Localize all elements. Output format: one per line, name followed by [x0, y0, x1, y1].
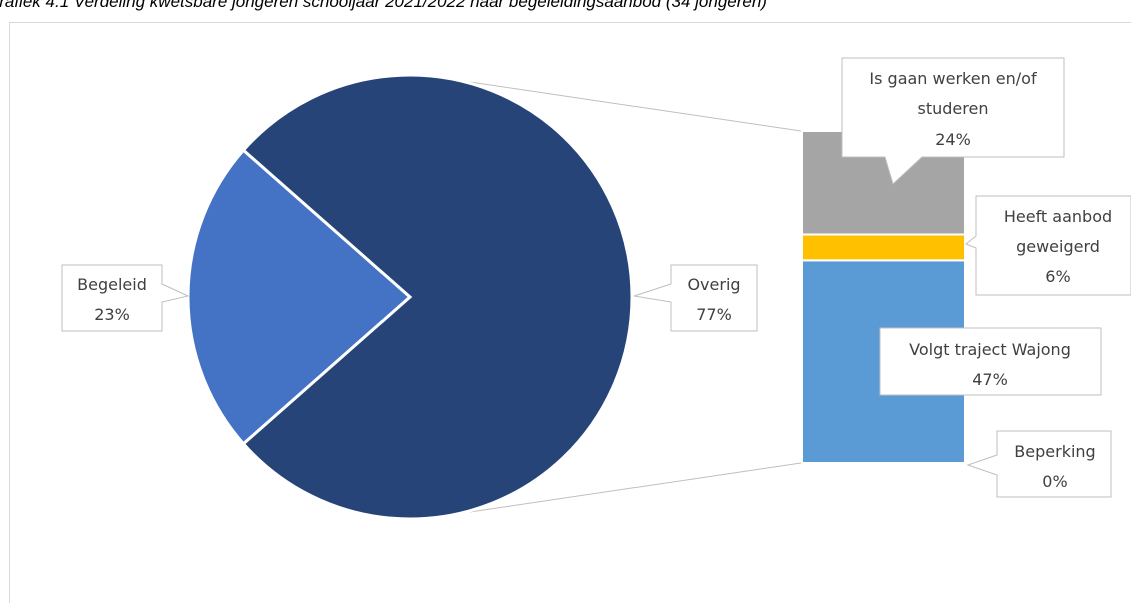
chart-area — [9, 22, 1131, 603]
callout-geweigerd: Heeft aanbod geweigerd 6% — [965, 195, 1131, 296]
label-werken-name-line2: studeren — [918, 99, 989, 118]
pie-slice-begeleid — [186, 148, 413, 446]
callout-werken-studeren: Is gaan werken en/of studeren 24% — [841, 57, 1065, 185]
callout-begeleid: Begeleid 23% — [61, 264, 190, 332]
bar-of-pie-chart: Begeleid 23% Overig 77% Is gaan werken e… — [61, 57, 1131, 521]
label-geweigerd-name-line2: geweigerd — [1016, 237, 1100, 256]
callout-beperking: Beperking 0% — [966, 430, 1112, 498]
label-wajong-value: 47% — [972, 370, 1008, 389]
callout-wajong: Volgt traject Wajong 47% — [879, 327, 1102, 396]
connector-line-bottom — [469, 462, 802, 513]
bar-segment-geweigerd — [801, 233, 966, 262]
label-begeleid-value: 23% — [94, 305, 130, 324]
label-geweigerd-value: 6% — [1045, 267, 1070, 286]
connector-line-top — [469, 81, 802, 132]
label-begeleid-name: Begeleid — [77, 275, 147, 294]
label-werken-name-line1: Is gaan werken en/of — [869, 69, 1037, 88]
label-beperking-value: 0% — [1042, 472, 1067, 491]
chart-title: Grafiek 4.1 Verdeling kwetsbare jongeren… — [0, 0, 767, 11]
label-geweigerd-name-line1: Heeft aanbod — [1004, 207, 1112, 226]
pie-slice-overig — [241, 73, 634, 521]
label-overig-value: 77% — [696, 305, 732, 324]
label-beperking-name: Beperking — [1014, 442, 1095, 461]
label-wajong-name: Volgt traject Wajong — [909, 340, 1071, 359]
callout-overig: Overig 77% — [633, 264, 758, 332]
label-werken-value: 24% — [935, 130, 971, 149]
label-overig-name: Overig — [687, 275, 740, 294]
